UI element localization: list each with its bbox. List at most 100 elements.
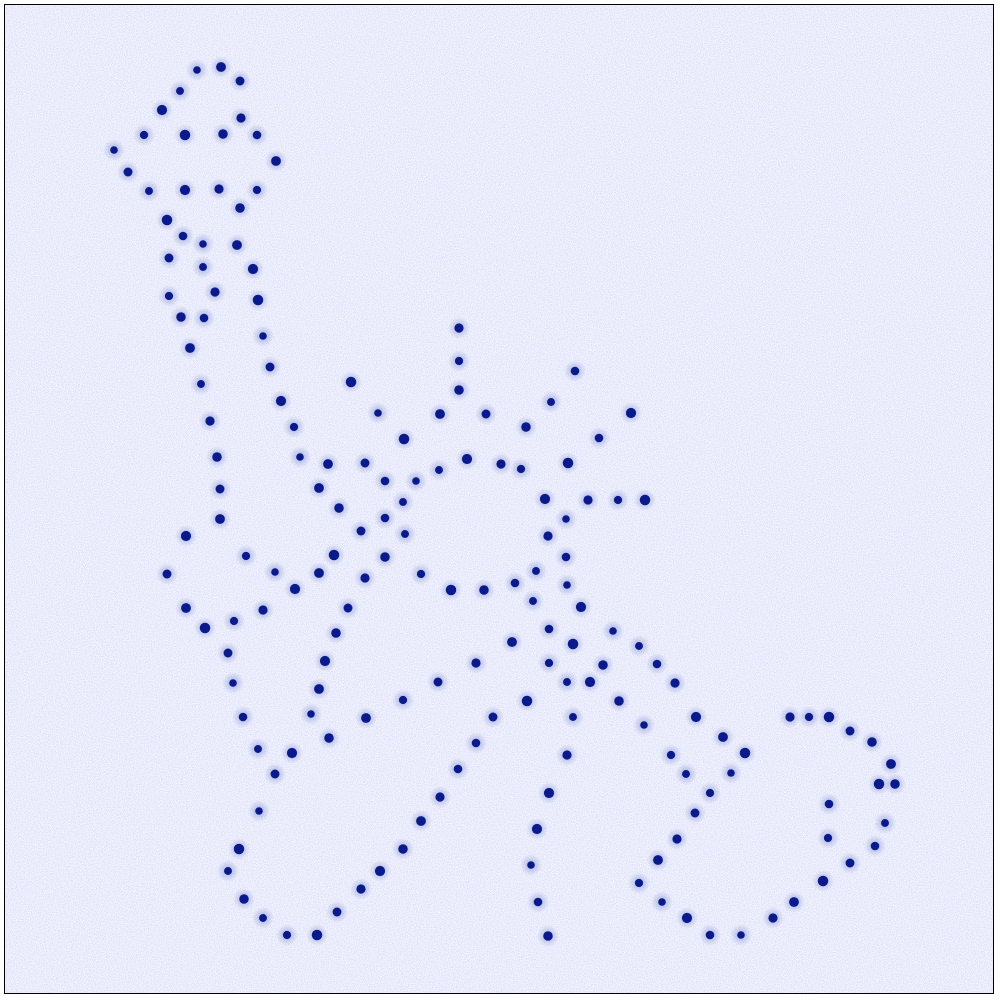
dot xyxy=(609,627,617,635)
dot xyxy=(867,737,877,747)
dot xyxy=(562,457,574,469)
dot xyxy=(614,696,624,706)
dot xyxy=(453,764,463,774)
dot xyxy=(193,66,201,74)
dot xyxy=(739,747,751,759)
dot xyxy=(236,113,246,123)
dot xyxy=(496,459,506,469)
dot xyxy=(334,503,344,513)
dot xyxy=(164,291,174,301)
dot xyxy=(311,929,323,941)
dot xyxy=(176,312,186,322)
dot xyxy=(212,452,222,462)
dot xyxy=(345,376,357,388)
dot xyxy=(199,240,207,248)
dot xyxy=(229,679,237,687)
dot xyxy=(265,362,275,372)
dot xyxy=(488,712,498,722)
dot xyxy=(271,568,279,576)
image-frame xyxy=(4,4,994,994)
dot xyxy=(270,769,280,779)
dot xyxy=(532,567,540,575)
dot xyxy=(286,747,298,759)
dot xyxy=(343,603,353,613)
dot xyxy=(235,76,245,86)
dot xyxy=(461,453,473,465)
dot xyxy=(380,513,390,523)
dot xyxy=(199,622,211,634)
background-noise xyxy=(5,5,993,993)
dot xyxy=(216,62,226,72)
dot xyxy=(254,745,262,753)
dot xyxy=(197,380,205,388)
dot xyxy=(543,787,555,799)
dot xyxy=(180,530,192,542)
dot xyxy=(255,807,263,815)
dot xyxy=(360,573,370,583)
dot xyxy=(705,788,715,798)
dot xyxy=(635,642,643,650)
dot xyxy=(275,395,287,407)
dot xyxy=(164,253,174,263)
dot xyxy=(768,913,778,923)
dot xyxy=(238,712,248,722)
dot xyxy=(205,416,215,426)
dot xyxy=(398,433,410,445)
dot xyxy=(845,726,855,736)
dot xyxy=(881,819,889,827)
dot xyxy=(471,738,481,748)
dot xyxy=(670,678,680,688)
dot xyxy=(543,531,553,541)
dot xyxy=(845,858,855,868)
dot xyxy=(886,759,896,769)
dot xyxy=(672,834,682,844)
dot xyxy=(162,569,172,579)
dot xyxy=(705,930,715,940)
dot xyxy=(289,422,299,432)
dot xyxy=(232,240,242,250)
dot xyxy=(563,581,571,589)
dot xyxy=(658,898,666,906)
dot xyxy=(543,931,553,941)
dot xyxy=(416,816,426,826)
dot xyxy=(690,711,702,723)
dot xyxy=(613,495,623,505)
dot xyxy=(185,343,195,353)
dot xyxy=(824,799,834,809)
dot xyxy=(823,833,833,843)
dot xyxy=(215,514,225,524)
dot xyxy=(252,130,262,140)
dot xyxy=(817,875,829,887)
dot xyxy=(123,167,133,177)
dot xyxy=(239,894,249,904)
dot xyxy=(634,878,644,888)
dot xyxy=(252,185,262,195)
dot xyxy=(319,655,331,667)
dot xyxy=(380,552,390,562)
dot xyxy=(241,551,251,561)
dot xyxy=(563,678,571,686)
dot xyxy=(521,422,531,432)
dot xyxy=(416,569,426,579)
dot xyxy=(259,332,267,340)
dot xyxy=(259,914,267,922)
dot xyxy=(332,907,342,917)
dot xyxy=(531,823,543,835)
dot xyxy=(718,732,728,742)
dot xyxy=(398,695,408,705)
dot xyxy=(454,356,464,366)
dot xyxy=(224,867,232,875)
dot xyxy=(233,843,245,855)
dot xyxy=(521,695,533,707)
dot xyxy=(510,578,520,588)
dot xyxy=(412,477,420,485)
dot xyxy=(156,104,168,116)
dot xyxy=(314,483,324,493)
dot xyxy=(289,583,301,595)
dot xyxy=(583,495,593,505)
dot xyxy=(625,407,637,419)
dot xyxy=(328,549,340,561)
dot xyxy=(210,287,220,297)
dot xyxy=(361,713,371,723)
dot xyxy=(435,466,443,474)
